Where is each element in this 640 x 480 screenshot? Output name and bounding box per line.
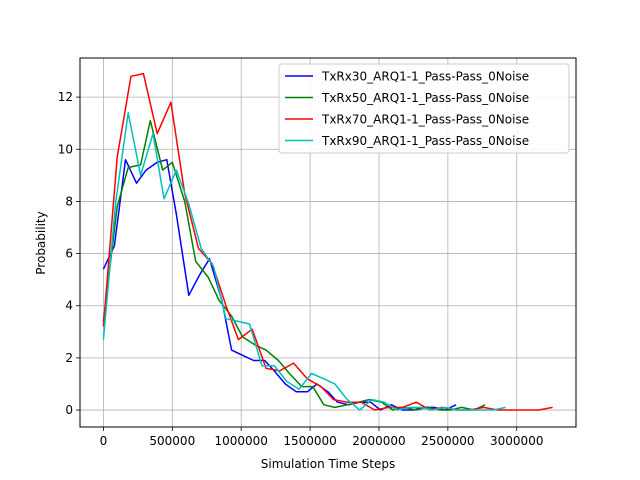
y-tick-label: 0 [65,403,73,417]
y-tick-label: 12 [58,90,73,104]
plot-frame [79,57,577,428]
legend-box [278,63,570,154]
y-tick-label: 8 [65,194,73,208]
x-tick-label: 0 [100,434,108,448]
y-tick-label: 4 [65,299,73,313]
x-tick-label: 3000000 [490,434,543,448]
x-tick-label: 2000000 [352,434,405,448]
legend-label: TxRx90_ARQ1-1_Pass-Pass_0Noise [321,134,529,148]
x-tick-label: 1000000 [214,434,267,448]
legend-label: TxRx30_ARQ1-1_Pass-Pass_0Noise [321,70,529,84]
x-axis-label: Simulation Time Steps [261,457,396,471]
y-axis-label: Probability [34,211,48,274]
legend-label: TxRx50_ARQ1-1_Pass-Pass_0Noise [321,91,529,105]
legend: TxRx30_ARQ1-1_Pass-Pass_0Noise TxRx50_ARQ… [278,63,570,154]
x-tick-label: 500000 [149,434,195,448]
axis-ticks: 0 500000 1000000 1500000 2000000 2500000 30000… [58,90,544,448]
x-tick-label: 1500000 [283,434,336,448]
series-line [102,72,553,411]
series-lines [102,72,553,411]
legend-label: TxRx70_ARQ1-1_Pass-Pass_0Noise [321,113,529,127]
y-tick-label: 2 [65,351,73,365]
y-tick-label: 10 [58,142,73,156]
y-tick-label: 6 [65,247,73,261]
x-tick-label: 2500000 [421,434,474,448]
series-line [102,112,506,411]
series-line [102,119,486,411]
